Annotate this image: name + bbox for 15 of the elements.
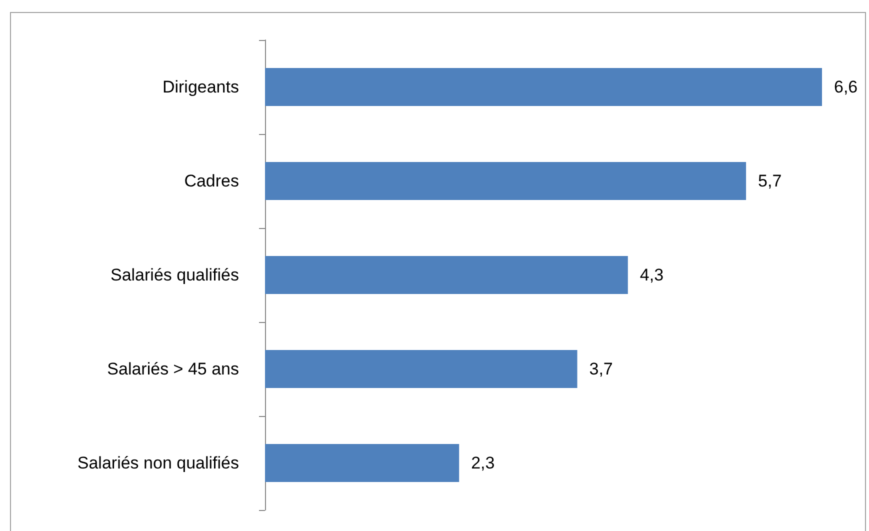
data-label: 3,7 <box>589 360 613 378</box>
bar <box>265 444 460 482</box>
y-tick-label: Salariés non qualifiés <box>77 454 239 472</box>
y-tick-label: Salariés > 45 ans <box>107 360 239 378</box>
data-label: 5,7 <box>758 172 782 190</box>
y-tick-label: Dirigeants <box>162 78 239 96</box>
bar <box>265 162 746 200</box>
data-label: 4,3 <box>640 266 664 284</box>
bar <box>265 350 578 388</box>
data-label: 2,3 <box>471 454 495 472</box>
data-label: 6,6 <box>834 78 858 96</box>
bar <box>265 256 628 294</box>
bar <box>265 68 822 106</box>
y-tick-label: Salariés qualifiés <box>110 266 239 284</box>
y-tick-label: Cadres <box>184 172 239 190</box>
